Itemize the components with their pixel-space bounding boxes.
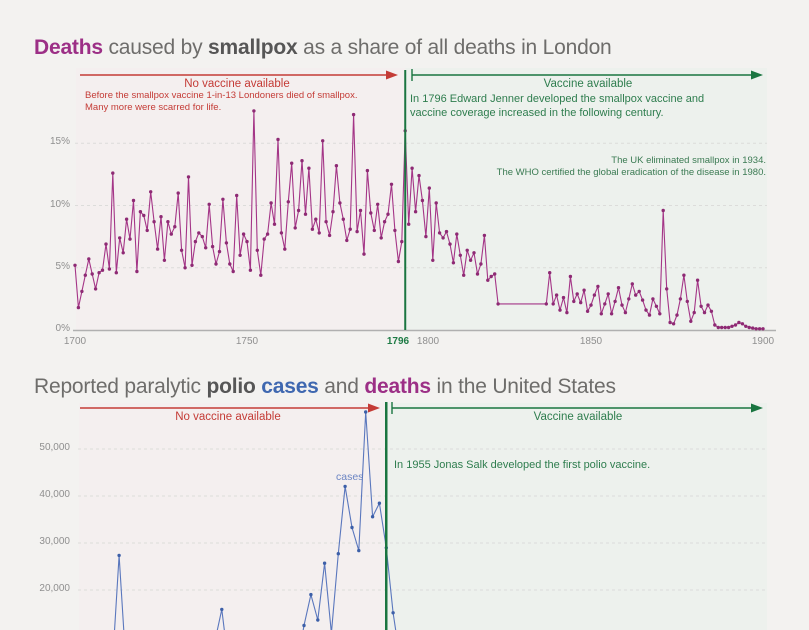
gridlines	[75, 142, 767, 269]
no-vaccine-arrow	[80, 403, 380, 413]
chart-group	[73, 68, 776, 332]
chart-group	[78, 402, 767, 630]
no-vaccine-arrow	[80, 70, 398, 80]
gridlines	[78, 448, 767, 591]
vaccine-arrow	[391, 402, 763, 414]
smallpox-deaths-share-series	[73, 109, 765, 331]
vaccine-arrow	[411, 69, 763, 81]
cases-series	[114, 410, 397, 630]
